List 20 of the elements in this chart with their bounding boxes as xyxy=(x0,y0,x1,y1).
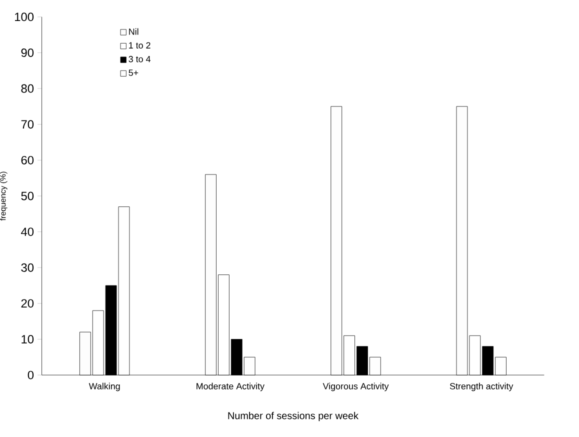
x-tick-label: Vigorous Activity xyxy=(322,382,389,392)
y-tick-label: 0 xyxy=(28,370,34,380)
y-tick-label: 30 xyxy=(21,264,34,272)
y-tick-label: 80 xyxy=(21,84,34,93)
y-tick-label: 50 xyxy=(21,192,34,200)
x-tick-label: Walking xyxy=(88,382,120,392)
legend-label: Nil xyxy=(129,28,138,35)
y-tick-label: 70 xyxy=(21,120,34,129)
y-tick-label: 10 xyxy=(22,335,34,344)
legend-label: 1 to 2 xyxy=(129,42,150,49)
y-tick-label: 60 xyxy=(21,156,34,165)
x-tick-label: Moderate Activity xyxy=(196,382,264,392)
legend-label: 3 to 4 xyxy=(128,56,151,62)
y-tick-label: 100 xyxy=(15,12,34,22)
y-tick-label: 90 xyxy=(21,48,34,58)
x-tick-label: Strength activity xyxy=(450,382,514,392)
y-tick-label: 20 xyxy=(21,299,34,308)
y-tick-label: 40 xyxy=(21,228,34,236)
legend-label: 5+ xyxy=(128,70,138,76)
x-axis-title: Number of sessions per week xyxy=(228,412,358,422)
